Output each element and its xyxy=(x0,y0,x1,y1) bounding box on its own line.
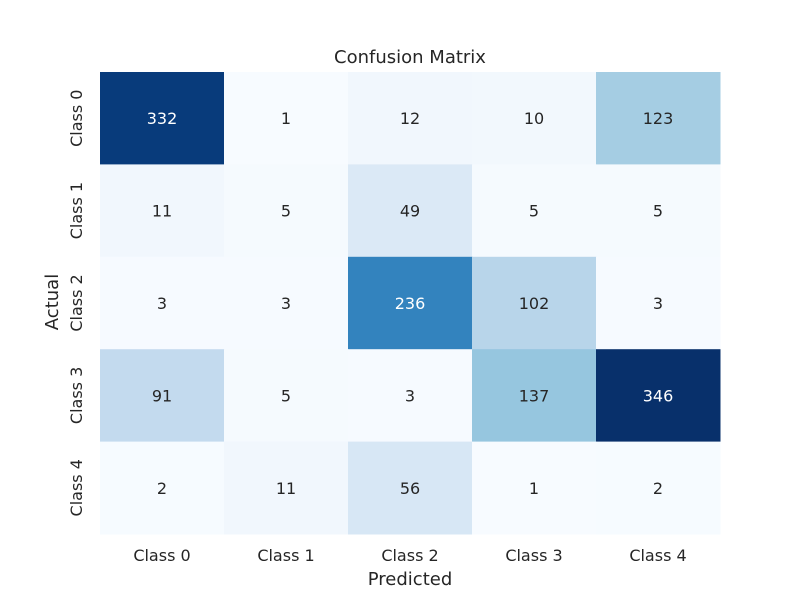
y-axis-label: Actual xyxy=(42,274,63,330)
heatmap-cell-r3-c1 xyxy=(224,349,349,443)
y-axis-ticks: Class 0 Class 1 Class 2 Class 3 Class 4 xyxy=(67,90,86,517)
y-tick-label: Class 2 xyxy=(67,274,86,331)
heatmap-cell-r4-c1 xyxy=(224,441,349,535)
heatmap-cell-r2-c4 xyxy=(596,256,721,350)
cell-value-r0-c2: 12 xyxy=(400,109,420,128)
cell-value-r0-c1: 1 xyxy=(281,109,291,128)
heatmap-cells xyxy=(100,72,721,535)
x-tick-label: Class 0 xyxy=(133,546,190,565)
cell-value-r3-c1: 5 xyxy=(281,386,291,405)
y-tick-label: Class 0 xyxy=(67,90,86,147)
heatmap-cell-r0-c4 xyxy=(596,72,721,165)
heatmap-cell-r0-c0 xyxy=(100,72,225,165)
cell-value-r4-c2: 56 xyxy=(400,479,420,498)
heatmap-cell-r4-c0 xyxy=(100,441,225,535)
heatmap-cell-r1-c1 xyxy=(224,164,349,258)
heatmap-cell-r4-c4 xyxy=(596,441,721,535)
heatmap-cell-r1-c4 xyxy=(596,164,721,258)
x-tick-label: Class 4 xyxy=(629,546,686,565)
cell-value-r4-c1: 11 xyxy=(276,479,296,498)
heatmap-cell-r3-c4 xyxy=(596,349,721,443)
cell-value-r2-c2: 236 xyxy=(395,294,426,313)
cell-value-r2-c1: 3 xyxy=(281,294,291,313)
heatmap-cell-r4-c3 xyxy=(472,441,597,535)
cell-value-r3-c3: 137 xyxy=(519,386,550,405)
chart-title: Confusion Matrix xyxy=(334,47,486,68)
cell-value-r2-c4: 3 xyxy=(653,294,663,313)
heatmap-cell-r3-c0 xyxy=(100,349,225,443)
y-tick-label: Class 1 xyxy=(67,182,86,239)
cell-value-r3-c0: 91 xyxy=(152,386,172,405)
heatmap-cell-r3-c2 xyxy=(348,349,473,443)
y-tick-label: Class 3 xyxy=(67,367,86,424)
cell-value-r4-c4: 2 xyxy=(653,479,663,498)
cell-value-r1-c2: 49 xyxy=(400,202,420,221)
heatmap-cell-r2-c1 xyxy=(224,256,349,350)
y-tick-label: Class 4 xyxy=(67,459,86,516)
x-tick-label: Class 1 xyxy=(257,546,314,565)
heatmap-cell-r0-c1 xyxy=(224,72,349,165)
heatmap-cell-r3-c3 xyxy=(472,349,597,443)
heatmap-cell-r2-c0 xyxy=(100,256,225,350)
cell-value-r0-c0: 332 xyxy=(147,109,178,128)
cell-value-r1-c4: 5 xyxy=(653,202,663,221)
x-tick-label: Class 2 xyxy=(381,546,438,565)
cell-value-r3-c2: 3 xyxy=(405,386,415,405)
x-axis-label: Predicted xyxy=(368,569,453,590)
heatmap-cell-r2-c2 xyxy=(348,256,473,350)
x-tick-label: Class 3 xyxy=(505,546,562,565)
cell-value-r0-c3: 10 xyxy=(524,109,544,128)
cell-value-r0-c4: 123 xyxy=(643,109,674,128)
cell-value-r2-c0: 3 xyxy=(157,294,167,313)
cell-value-r1-c3: 5 xyxy=(529,202,539,221)
cell-value-r3-c4: 346 xyxy=(643,386,674,405)
heatmap-cell-r0-c3 xyxy=(472,72,597,165)
heatmap-cell-r2-c3 xyxy=(472,256,597,350)
x-axis-ticks: Class 0 Class 1 Class 2 Class 3 Class 4 xyxy=(133,546,686,565)
heatmap-cell-r0-c2 xyxy=(348,72,473,165)
cell-value-r1-c0: 11 xyxy=(152,202,172,221)
cell-value-r1-c1: 5 xyxy=(281,202,291,221)
cell-value-r4-c0: 2 xyxy=(157,479,167,498)
heatmap-cell-r4-c2 xyxy=(348,441,473,535)
cell-value-r4-c3: 1 xyxy=(529,479,539,498)
heatmap-cell-r1-c2 xyxy=(348,164,473,258)
cell-value-r2-c3: 102 xyxy=(519,294,550,313)
heatmap-cell-r1-c0 xyxy=(100,164,225,258)
heatmap-cell-r1-c3 xyxy=(472,164,597,258)
